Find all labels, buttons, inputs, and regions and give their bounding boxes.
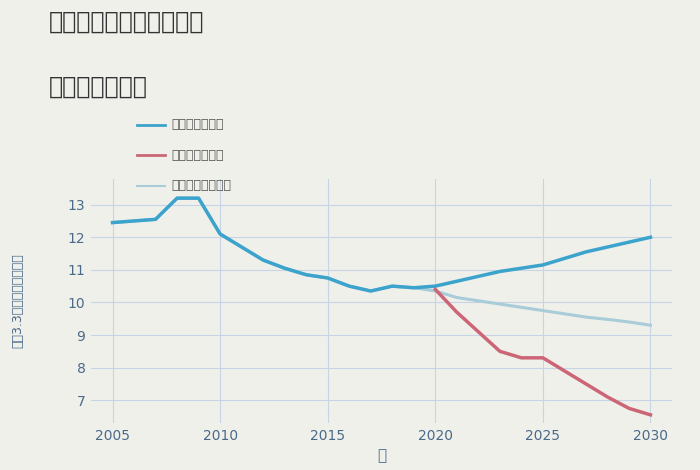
グッドシナリオ [474,274,482,279]
グッドシナリオ [259,257,267,263]
ノーマルシナリオ [474,298,482,304]
ノーマルシナリオ [130,218,138,224]
グッドシナリオ [582,249,590,255]
グッドシナリオ [496,269,504,274]
ノーマルシナリオ [237,244,246,250]
ノーマルシナリオ [431,288,440,294]
バッドシナリオ [582,381,590,387]
Line: ノーマルシナリオ: ノーマルシナリオ [113,198,650,325]
ノーマルシナリオ [646,322,654,328]
Text: グッドシナリオ: グッドシナリオ [172,118,224,131]
バッドシナリオ [431,287,440,292]
Text: 三重県松阪市中ノ庄町の: 三重県松阪市中ノ庄町の [49,9,204,33]
グッドシナリオ [281,266,289,271]
ノーマルシナリオ [195,196,203,201]
グッドシナリオ [195,196,203,201]
バッドシナリオ [603,394,612,400]
グッドシナリオ [539,262,547,268]
ノーマルシナリオ [560,311,568,317]
ノーマルシナリオ [281,266,289,271]
バッドシナリオ [453,309,461,315]
バッドシナリオ [474,329,482,335]
Text: ノーマルシナリオ: ノーマルシナリオ [172,179,232,192]
グッドシナリオ [323,275,332,281]
グッドシナリオ [237,244,246,250]
グッドシナリオ [410,285,418,290]
グッドシナリオ [173,196,181,201]
バッドシナリオ [496,348,504,354]
Text: 土地の価格推移: 土地の価格推移 [49,75,148,99]
グッドシナリオ [216,231,224,237]
グッドシナリオ [560,256,568,261]
グッドシナリオ [151,217,160,222]
グッドシナリオ [130,218,138,224]
ノーマルシナリオ [582,314,590,320]
グッドシナリオ [453,278,461,284]
Line: グッドシナリオ: グッドシナリオ [113,198,650,291]
バッドシナリオ [539,355,547,360]
グッドシナリオ [388,283,396,289]
グッドシナリオ [367,288,375,294]
ノーマルシナリオ [216,231,224,237]
グッドシナリオ [302,272,310,278]
Line: バッドシナリオ: バッドシナリオ [435,290,650,415]
ノーマルシナリオ [173,196,181,201]
ノーマルシナリオ [367,288,375,294]
バッドシナリオ [560,368,568,374]
グッドシナリオ [646,235,654,240]
Text: バッドシナリオ: バッドシナリオ [172,149,224,162]
Text: 坪（3.3㎡）単価（万円）: 坪（3.3㎡）単価（万円） [11,253,24,348]
ノーマルシナリオ [410,285,418,290]
ノーマルシナリオ [302,272,310,278]
ノーマルシナリオ [603,317,612,322]
ノーマルシナリオ [625,319,634,325]
グッドシナリオ [108,220,117,226]
グッドシナリオ [625,239,634,245]
ノーマルシナリオ [388,283,396,289]
グッドシナリオ [603,244,612,250]
ノーマルシナリオ [517,305,526,310]
ノーマルシナリオ [259,257,267,263]
ノーマルシナリオ [453,295,461,300]
バッドシナリオ [517,355,526,360]
ノーマルシナリオ [345,283,354,289]
ノーマルシナリオ [539,308,547,313]
グッドシナリオ [345,283,354,289]
ノーマルシナリオ [496,301,504,307]
X-axis label: 年: 年 [377,448,386,463]
グッドシナリオ [431,283,440,289]
ノーマルシナリオ [108,220,117,226]
ノーマルシナリオ [151,217,160,222]
グッドシナリオ [517,266,526,271]
バッドシナリオ [646,412,654,418]
ノーマルシナリオ [323,275,332,281]
バッドシナリオ [625,406,634,411]
